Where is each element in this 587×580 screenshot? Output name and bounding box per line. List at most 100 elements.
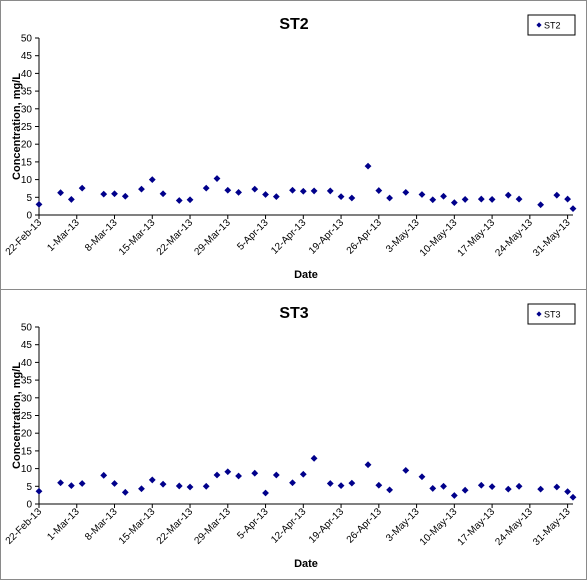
y-tick-label: 40 bbox=[21, 358, 33, 369]
data-point bbox=[515, 482, 523, 490]
x-tick-label: 22-Feb-13 bbox=[4, 217, 45, 258]
data-point bbox=[569, 493, 577, 501]
data-point bbox=[224, 468, 232, 476]
data-point bbox=[429, 196, 437, 204]
x-tick-label: 22-Mar-13 bbox=[155, 506, 196, 547]
legend-box bbox=[527, 14, 576, 36]
data-point bbox=[78, 480, 86, 487]
y-tick-label: 15 bbox=[21, 157, 33, 168]
y-tick-label: 35 bbox=[21, 87, 33, 98]
y-tick-label: 0 bbox=[26, 211, 32, 222]
data-point bbox=[299, 187, 307, 195]
data-point bbox=[78, 184, 86, 192]
data-point bbox=[488, 483, 496, 491]
data-point bbox=[121, 488, 129, 496]
data-point bbox=[537, 201, 545, 209]
x-tick-label: 31-May-13 bbox=[531, 506, 573, 548]
data-point bbox=[111, 480, 118, 487]
data-point bbox=[418, 473, 426, 481]
legend-marker bbox=[536, 311, 542, 317]
data-point bbox=[310, 187, 318, 195]
data-point bbox=[35, 487, 43, 495]
x-tick-label: 19-Apr-13 bbox=[307, 217, 347, 257]
x-tick-label: 26-Apr-13 bbox=[345, 217, 385, 257]
x-tick-label: 8-Mar-13 bbox=[83, 506, 120, 543]
x-tick-label: 3-May-13 bbox=[384, 506, 422, 544]
y-tick-label: 25 bbox=[21, 122, 33, 133]
x-tick-label: 8-Mar-13 bbox=[83, 217, 120, 254]
data-point bbox=[100, 190, 108, 198]
data-point bbox=[326, 480, 334, 487]
x-axis-title: Date bbox=[294, 269, 318, 281]
data-point bbox=[553, 483, 561, 491]
data-point bbox=[450, 199, 458, 207]
data-point bbox=[364, 162, 372, 170]
x-tick-label: 26-Apr-13 bbox=[345, 506, 385, 546]
x-tick-label: 24-May-13 bbox=[493, 217, 535, 259]
data-point bbox=[461, 196, 469, 203]
data-point bbox=[289, 479, 296, 487]
data-point bbox=[337, 482, 345, 489]
data-point bbox=[440, 192, 447, 200]
x-tick-label: 15-Mar-13 bbox=[117, 506, 158, 547]
data-point bbox=[251, 469, 259, 477]
scatter-chart-st2: ST2 0 5 10 15 20 25 30 35 40 45 50 22-Feb-13 1-Mar-13… bbox=[4, 14, 577, 281]
data-point bbox=[57, 189, 64, 197]
y-tick-label: 10 bbox=[21, 464, 33, 475]
x-axis-title: Date bbox=[294, 558, 318, 570]
x-tick-label: 24-May-13 bbox=[493, 506, 535, 548]
y-axis-title: Concentration, mg/L bbox=[11, 73, 23, 180]
data-point bbox=[159, 480, 167, 488]
y-tick-label: 45 bbox=[21, 340, 33, 351]
x-tick-label: 22-Feb-13 bbox=[4, 506, 45, 547]
y-tick-label: 5 bbox=[26, 193, 32, 204]
scatter-chart-st3: ST3 0 5 10 15 20 25 30 35 40 45 50 22-Feb-13 1-Mar-13… bbox=[4, 303, 577, 570]
data-point bbox=[121, 192, 129, 200]
data-point bbox=[461, 486, 469, 494]
legend-marker bbox=[536, 22, 542, 28]
chart-panel-st3: ST3 0 5 10 15 20 25 30 35 40 45 50 22-Feb-13 1-Mar-13… bbox=[1, 290, 586, 579]
data-point bbox=[564, 195, 572, 203]
x-tick-label: 22-Mar-13 bbox=[155, 217, 196, 258]
data-point bbox=[553, 191, 561, 199]
y-tick-label: 15 bbox=[21, 446, 33, 457]
data-point bbox=[326, 187, 334, 195]
data-point bbox=[418, 191, 426, 198]
data-point bbox=[202, 482, 210, 490]
y-tick-label: 0 bbox=[26, 500, 32, 511]
data-point bbox=[111, 190, 118, 198]
data-point bbox=[310, 454, 318, 462]
x-tick-label: 29-Mar-13 bbox=[193, 506, 234, 547]
data-point bbox=[235, 188, 242, 196]
y-tick-label: 50 bbox=[21, 323, 33, 334]
y-axis-title: Concentration, mg/L bbox=[11, 362, 23, 469]
data-point bbox=[262, 489, 269, 497]
data-point bbox=[375, 481, 383, 489]
x-tick-label: 17-May-13 bbox=[456, 506, 498, 548]
y-tick-label: 35 bbox=[21, 376, 33, 387]
chart-panel-st2: ST2 0 5 10 15 20 25 30 35 40 45 50 22-Feb-13 1-Mar-13… bbox=[1, 1, 586, 290]
data-point bbox=[272, 471, 280, 479]
data-point bbox=[138, 185, 145, 193]
data-point bbox=[213, 175, 221, 182]
data-point bbox=[488, 196, 496, 203]
y-tick-label: 20 bbox=[21, 429, 33, 440]
x-tick-label: 3-May-13 bbox=[384, 217, 422, 255]
legend-label: ST2 bbox=[544, 21, 561, 31]
data-point bbox=[186, 196, 194, 204]
data-point bbox=[504, 191, 512, 199]
data-point bbox=[477, 481, 485, 489]
chart-title: ST2 bbox=[279, 16, 308, 33]
x-tick-label: 12-Apr-13 bbox=[269, 217, 309, 257]
x-tick-label: 12-Apr-13 bbox=[269, 506, 309, 546]
data-point bbox=[148, 476, 156, 484]
data-point bbox=[450, 492, 458, 499]
x-tick-label: 10-May-13 bbox=[418, 506, 460, 548]
data-point bbox=[235, 472, 242, 480]
data-point bbox=[569, 205, 577, 213]
x-tick-label: 29-Mar-13 bbox=[193, 217, 234, 258]
x-tick-label: 31-May-13 bbox=[531, 217, 573, 259]
x-tick-label: 5-Apr-13 bbox=[235, 506, 271, 542]
x-tick-label: 1-Mar-13 bbox=[45, 217, 82, 254]
x-tick-label: 17-May-13 bbox=[456, 217, 498, 259]
